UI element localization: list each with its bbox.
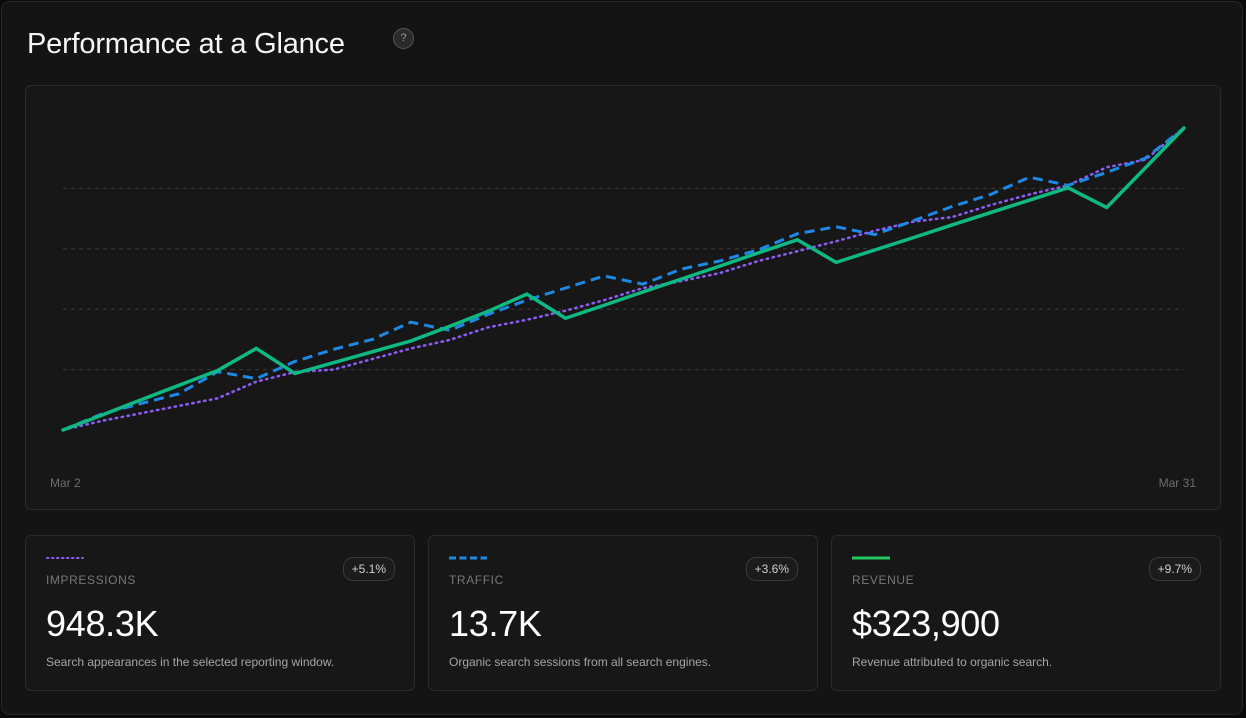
impressions-legend-swatch: [46, 556, 84, 560]
revenue-description: Revenue attributed to organic search.: [852, 655, 1053, 669]
x-tick-start: Mar 2: [50, 476, 81, 490]
traffic-legend-swatch: [449, 556, 487, 560]
impressions-delta-badge: +5.1%: [342, 557, 395, 581]
revenue-legend-swatch: [852, 556, 890, 560]
traffic-label: TRAFFIC: [449, 573, 504, 587]
impressions-card: IMPRESSIONS +5.1% 948.3K Search appearan…: [25, 535, 415, 691]
impressions-label: IMPRESSIONS: [46, 573, 136, 587]
help-icon[interactable]: ?: [393, 28, 414, 49]
x-tick-end: Mar 31: [1158, 476, 1196, 490]
line-chart: Mar 2 Mar 31: [25, 85, 1221, 510]
impressions-value: 948.3K: [46, 603, 159, 644]
revenue-card: REVENUE +9.7% $323,900 Revenue attribute…: [831, 535, 1221, 691]
revenue-delta-badge: +9.7%: [1148, 557, 1201, 581]
revenue-series-line: [61, 126, 1186, 432]
traffic-value: 13.7K: [449, 603, 542, 644]
revenue-label: REVENUE: [852, 573, 915, 587]
traffic-card: TRAFFIC +3.6% 13.7K Organic search sessi…: [428, 535, 818, 691]
impressions-series-line: [61, 126, 1186, 432]
impressions-description: Search appearances in the selected repor…: [46, 655, 335, 669]
traffic-description: Organic search sessions from all search …: [449, 655, 712, 669]
traffic-series-line: [62, 126, 1185, 432]
chart-svg: [61, 126, 1186, 432]
page-title: Performance at a Glance: [27, 28, 345, 60]
traffic-delta-badge: +3.6%: [745, 557, 798, 581]
revenue-value: $323,900: [852, 603, 1000, 644]
